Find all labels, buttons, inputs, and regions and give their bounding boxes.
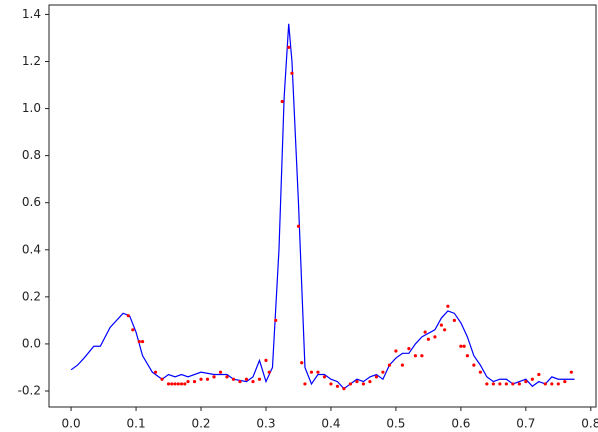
data-point xyxy=(498,382,502,386)
data-point xyxy=(126,314,130,318)
data-point xyxy=(368,379,372,384)
data-point xyxy=(452,318,456,322)
data-point xyxy=(170,382,174,386)
y-tick-label: 1.2 xyxy=(22,54,41,68)
x-tick-label: 0.1 xyxy=(127,417,146,431)
y-tick-label: -0.2 xyxy=(18,383,41,397)
data-point xyxy=(472,363,476,367)
data-point xyxy=(329,382,333,386)
data-point xyxy=(183,382,187,386)
data-point xyxy=(316,370,320,374)
data-point xyxy=(290,71,294,75)
data-point xyxy=(355,379,359,384)
y-tick-label: 1.0 xyxy=(22,101,41,115)
data-point xyxy=(342,387,346,391)
data-point xyxy=(137,339,141,344)
data-point xyxy=(205,377,210,381)
plot-frame xyxy=(48,4,597,408)
data-point xyxy=(400,363,405,367)
data-point xyxy=(238,379,242,384)
x-tick-label: 0.8 xyxy=(581,417,598,431)
data-point xyxy=(423,330,427,334)
data-point xyxy=(420,354,424,358)
data-point xyxy=(335,384,340,388)
x-tick-label: 0.5 xyxy=(386,417,405,431)
data-point xyxy=(264,358,268,362)
data-point xyxy=(287,45,291,49)
data-point xyxy=(374,375,379,379)
data-point xyxy=(439,323,443,327)
x-tick-label: 0.3 xyxy=(256,417,275,431)
data-point xyxy=(511,382,515,386)
data-point xyxy=(426,337,430,341)
x-tick-label: 0.6 xyxy=(451,417,470,431)
data-point xyxy=(569,370,573,374)
data-point xyxy=(563,379,567,384)
y-tick-label: 0.4 xyxy=(22,242,41,256)
y-tick-label: 0.6 xyxy=(22,195,41,209)
y-tick-label: 0.8 xyxy=(22,148,41,162)
data-point xyxy=(225,375,229,379)
data-point xyxy=(274,318,278,322)
data-point xyxy=(257,377,262,381)
y-tick-label: 0.0 xyxy=(22,336,41,350)
data-point xyxy=(550,382,554,386)
data-point xyxy=(491,382,495,386)
data-point xyxy=(303,382,307,386)
data-point xyxy=(186,379,190,384)
data-point xyxy=(517,382,521,386)
data-point xyxy=(218,370,223,374)
data-point xyxy=(166,382,171,386)
data-point xyxy=(413,354,417,358)
x-tick-label: 0.7 xyxy=(516,417,535,431)
data-point xyxy=(485,382,489,386)
data-point xyxy=(176,382,180,386)
data-point xyxy=(407,347,411,351)
data-point xyxy=(361,382,366,386)
data-point xyxy=(394,349,398,353)
data-point xyxy=(251,379,255,384)
data-point xyxy=(309,370,314,374)
data-point xyxy=(556,382,560,386)
data-point xyxy=(537,372,541,377)
data-point xyxy=(446,304,450,308)
data-point xyxy=(131,328,135,332)
data-point xyxy=(465,354,469,358)
data-point xyxy=(543,382,547,386)
data-point xyxy=(199,377,203,381)
data-point xyxy=(179,382,184,386)
data-point xyxy=(231,377,236,381)
data-point xyxy=(300,361,304,365)
data-point xyxy=(459,344,463,348)
data-point xyxy=(192,379,197,384)
data-point xyxy=(153,370,158,374)
y-tick-label: 1.4 xyxy=(22,7,41,21)
data-point xyxy=(524,379,528,384)
data-point xyxy=(212,375,216,379)
data-point xyxy=(530,377,534,381)
data-point xyxy=(296,224,301,228)
data-point xyxy=(140,339,145,344)
data-point xyxy=(244,377,249,381)
data-line xyxy=(70,23,575,390)
data-point xyxy=(280,99,284,104)
data-point xyxy=(504,382,508,386)
data-point xyxy=(478,370,482,374)
data-point xyxy=(173,382,177,386)
data-point xyxy=(381,370,385,374)
data-point xyxy=(443,328,447,332)
data-point xyxy=(348,382,353,386)
x-tick-label: 0.2 xyxy=(191,417,210,431)
data-point xyxy=(322,375,327,379)
data-point xyxy=(160,377,164,381)
y-tick-label: 0.2 xyxy=(22,289,41,303)
data-point xyxy=(387,363,392,367)
x-tick-label: 0.0 xyxy=(62,417,81,431)
data-point xyxy=(433,335,437,339)
x-tick-label: 0.4 xyxy=(321,417,340,431)
data-point xyxy=(462,344,466,348)
data-point xyxy=(267,370,271,374)
